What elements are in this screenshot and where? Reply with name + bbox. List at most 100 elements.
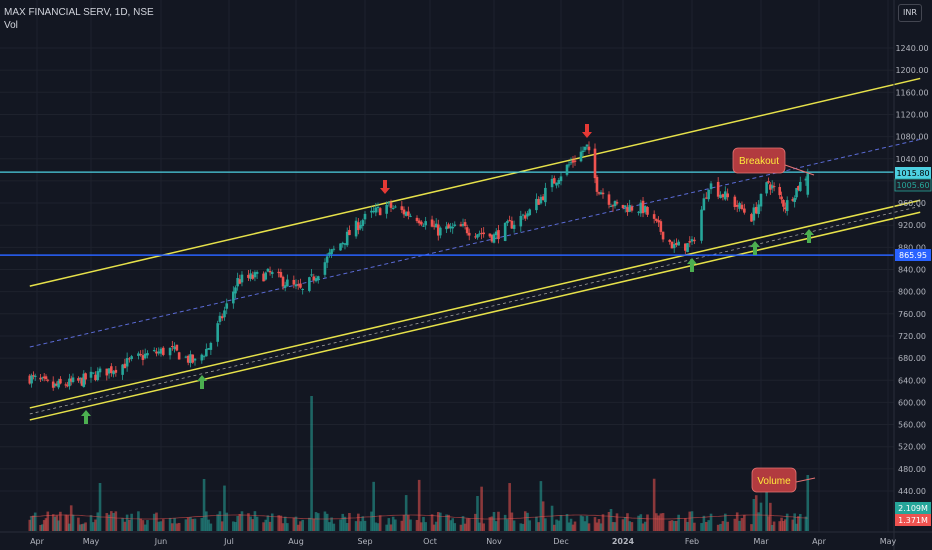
volume-bar: [173, 518, 176, 531]
candle-body: [740, 204, 744, 210]
volume-bar: [467, 518, 471, 531]
candle-body: [328, 252, 331, 255]
volume-bar: [780, 517, 783, 531]
candle-body: [467, 232, 471, 236]
candle-body: [769, 184, 772, 190]
volume-bar: [77, 517, 80, 531]
time-tick-label: Oct: [423, 537, 437, 546]
lower-channel-line[interactable]: [29, 199, 921, 409]
down-arrow-marker: [380, 180, 390, 194]
candle-body: [757, 204, 760, 215]
candle-body: [541, 196, 545, 201]
volume-bar: [46, 511, 50, 531]
candle-body: [716, 181, 720, 197]
volume-bar: [32, 515, 35, 531]
candle-body: [417, 220, 421, 224]
candle-body: [778, 187, 782, 196]
candle-body: [565, 164, 569, 175]
volume-bar: [121, 518, 124, 531]
volume-bar: [391, 516, 395, 531]
price-tick-label: 760.00: [898, 310, 926, 319]
volume-bar: [661, 513, 665, 531]
volume-bar: [599, 523, 603, 531]
volume-bar: [255, 516, 259, 531]
candle-body: [537, 199, 540, 205]
volume-bar: [430, 514, 434, 531]
volume-bar: [637, 515, 640, 531]
candle-body: [409, 215, 412, 217]
volume-bar: [249, 516, 252, 531]
volume-bar: [28, 519, 32, 531]
volume-bar: [91, 522, 95, 531]
candle-body: [236, 278, 239, 287]
last-price-badge: [895, 167, 931, 179]
candle-body: [232, 291, 235, 304]
candle-body: [743, 208, 746, 213]
price-tick-label: 1040.00: [895, 155, 928, 164]
candle-body: [523, 215, 527, 219]
volume-bar: [657, 515, 660, 531]
candle-body: [451, 226, 455, 229]
candle-body: [80, 378, 84, 386]
price-axis-labels: 440.00 480.00 520.00 560.00 600.00 640.00 680.…: [895, 44, 928, 496]
candle-body: [791, 199, 795, 201]
candle-body: [402, 209, 406, 215]
trend-lines: [0, 77, 921, 421]
volume-bar: [277, 515, 281, 531]
candle-body: [628, 205, 631, 212]
volume-bar: [670, 520, 674, 531]
volume-bar: [772, 521, 776, 531]
volume-bar: [64, 514, 68, 531]
candle-body: [255, 271, 259, 274]
volume-bar: [688, 511, 692, 531]
candle-body: [557, 179, 561, 184]
candle-body: [218, 315, 222, 322]
candle-body: [42, 376, 46, 379]
volume-bar: [754, 495, 758, 531]
volume-indicator-label[interactable]: Vol: [4, 20, 18, 31]
candle-body: [759, 193, 763, 207]
candle-body: [492, 234, 496, 243]
price-tick-label: 1240.00: [895, 44, 928, 53]
volume-ma-text: 1.371M: [898, 516, 928, 525]
volume-bar: [146, 520, 149, 531]
volume-bar: [621, 519, 625, 531]
volume-bar: [615, 513, 619, 531]
candle-body: [652, 214, 656, 219]
currency-button[interactable]: INR: [898, 4, 922, 22]
candle-body: [494, 231, 498, 236]
candle-body: [721, 194, 725, 198]
volume-bar: [581, 516, 585, 531]
price-tick-label: 1160.00: [895, 88, 928, 97]
candle-body: [767, 181, 770, 183]
volume-bar: [646, 514, 649, 531]
volume-bar: [94, 519, 97, 531]
candle-body: [114, 369, 118, 373]
prev-price-badge: [894, 178, 932, 192]
volume-bar: [361, 516, 365, 531]
volume-bar: [506, 519, 509, 531]
lower-channel-line-2[interactable]: [29, 211, 921, 421]
candle-body: [32, 375, 35, 377]
volume-ma-badge: [895, 514, 931, 526]
volume-bar: [268, 521, 272, 531]
candle-body: [657, 220, 660, 223]
volume-bar: [171, 523, 174, 531]
candle-body: [341, 242, 345, 245]
volume-bar: [672, 520, 676, 531]
candle-body: [125, 358, 129, 367]
candle-body: [387, 202, 391, 204]
price-tick-label: 600.00: [898, 398, 926, 407]
candle-body: [374, 207, 378, 213]
volume-bar: [125, 514, 129, 531]
channel-midline[interactable]: [29, 138, 921, 348]
candle-body: [77, 378, 80, 381]
candle-body: [597, 192, 601, 194]
candle-body: [33, 375, 37, 377]
volume-bar: [607, 512, 611, 531]
candle-body: [207, 348, 210, 350]
candle-body: [186, 355, 190, 363]
upper-channel-line[interactable]: [29, 77, 921, 287]
candle-body: [299, 283, 302, 288]
